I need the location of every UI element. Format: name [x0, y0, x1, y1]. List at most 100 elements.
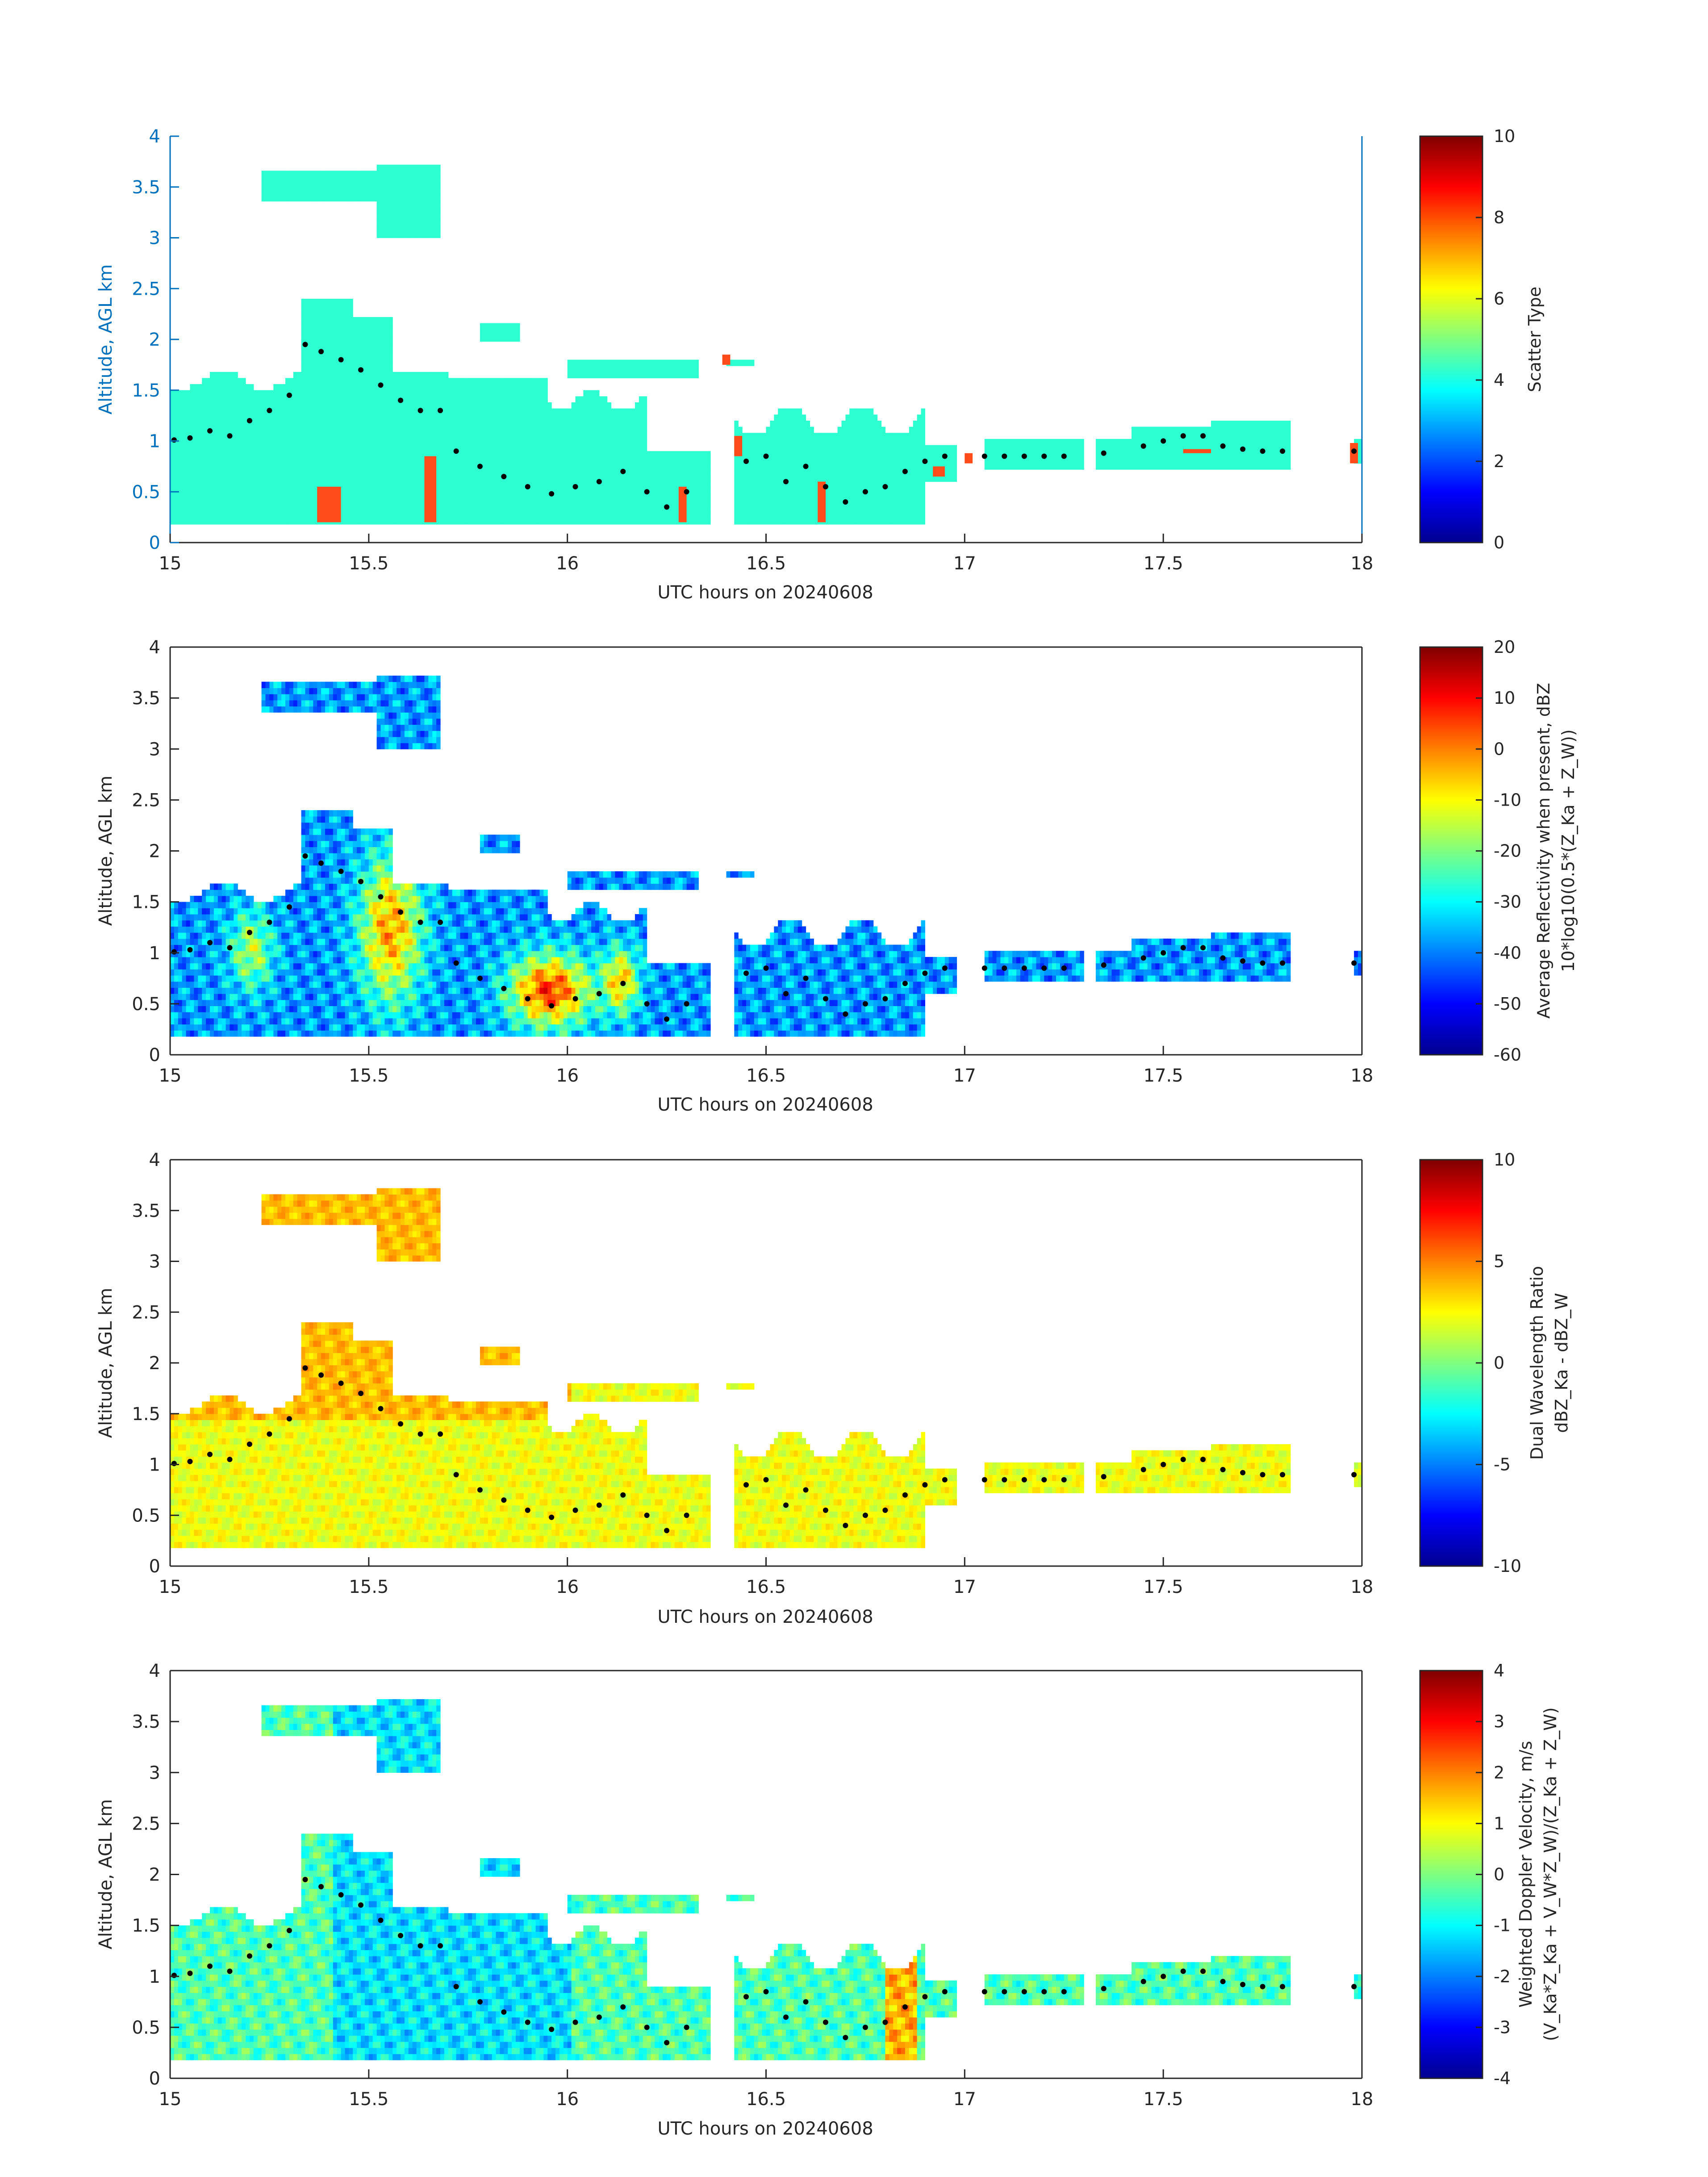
heatmap-cell [428, 445, 433, 451]
heatmap-cell [408, 414, 413, 421]
heatmap-cell [893, 433, 898, 439]
heatmap-cell [885, 518, 889, 525]
heatmap-cell [440, 433, 445, 439]
heatmap-cell [671, 366, 675, 372]
heatmap-cell [424, 219, 429, 226]
heatmap-cell [388, 384, 393, 391]
heatmap-cell [901, 475, 906, 482]
heatmap-cell [504, 451, 508, 458]
heatmap-cell [853, 500, 858, 506]
heatmap-cell [909, 506, 914, 513]
heatmap-cell [1207, 457, 1211, 464]
heatmap-cell [321, 183, 326, 189]
heatmap-cell [559, 433, 564, 439]
heatmap-cell [345, 347, 349, 354]
heatmap-cell [234, 402, 238, 409]
heatmap-cell [659, 493, 663, 501]
heatmap-cell [349, 408, 353, 415]
heatmap-cell [476, 390, 480, 397]
heatmap-cell [416, 189, 421, 196]
heatmap-cell [206, 408, 210, 415]
heatmap-cell [543, 475, 548, 482]
heatmap-cell [206, 475, 210, 482]
heatmap-cell [702, 475, 707, 482]
heatmap-cell [750, 475, 755, 482]
heatmap-cell [901, 518, 906, 525]
heatmap-cell [361, 372, 365, 379]
heatmap-cell [500, 439, 504, 446]
heatmap-cell [774, 426, 778, 433]
heatmap-cell [571, 463, 576, 470]
heatmap-cell [393, 493, 397, 501]
heatmap-cell [468, 512, 472, 519]
heatmap-cell [786, 408, 790, 415]
heatmap-cell [313, 384, 317, 391]
heatmap-cell [635, 500, 639, 506]
heatmap-cell [619, 500, 623, 506]
heatmap-cell [786, 433, 790, 439]
heatmap-cell [297, 372, 302, 379]
heatmap-cell [325, 341, 330, 348]
heatmap-cell [416, 439, 421, 446]
heatmap-cell [603, 500, 608, 506]
heatmap-cell [217, 378, 222, 384]
heatmap-cell [889, 512, 894, 519]
heatmap-cell [547, 463, 552, 470]
heatmap-cell [734, 463, 739, 470]
heatmap-cell [667, 463, 671, 470]
heatmap-cell [178, 463, 183, 470]
heatmap-cell [464, 421, 468, 427]
heatmap-cell [357, 457, 361, 464]
heatmap-cell [226, 421, 230, 427]
heatmap-cell [512, 451, 516, 458]
heatmap-cell [1147, 426, 1152, 433]
heatmap-cell [210, 433, 214, 439]
heatmap-cell [321, 177, 326, 184]
heatmap-cell [408, 189, 413, 196]
heatmap-cell [333, 439, 338, 446]
heatmap-cell [579, 414, 584, 421]
heatmap-cell [368, 177, 373, 184]
heatmap-cell [480, 493, 484, 501]
heatmap-cell [496, 426, 500, 433]
heatmap-cell [364, 347, 369, 354]
heatmap-cell [428, 195, 433, 202]
heatmap-cell [826, 469, 830, 476]
heatmap-cell [635, 359, 639, 366]
heatmap-cell [484, 451, 489, 458]
heatmap-cell [913, 488, 918, 494]
heatmap-cell [488, 408, 493, 415]
heatmap-cell [401, 439, 405, 446]
heatmap-cell [317, 189, 322, 196]
heatmap-cell [853, 469, 858, 476]
heatmap-cell [984, 457, 989, 464]
heatmap-cell [893, 457, 898, 464]
heatmap-cell [869, 518, 874, 525]
heatmap-cell [627, 366, 631, 372]
heatmap-cell [361, 378, 365, 384]
heatmap-cell [508, 463, 512, 470]
heatmap-cell [591, 493, 596, 501]
heatmap-cell [575, 366, 580, 372]
heatmap-cell [531, 433, 536, 439]
heatmap-cell [341, 384, 346, 391]
heatmap-cell [682, 451, 687, 458]
heatmap-cell [802, 439, 806, 446]
heatmap-cell [1262, 451, 1267, 458]
heatmap-cell [436, 463, 441, 470]
heatmap-cell [444, 426, 449, 433]
heatmap-cell [281, 396, 286, 403]
heatmap-cell [865, 512, 870, 519]
heatmap-cell [659, 359, 663, 366]
heatmap-cell [265, 171, 270, 177]
heatmap-cell [412, 201, 417, 208]
heatmap-cell [476, 421, 480, 427]
heatmap-cell [639, 481, 643, 488]
heatmap-cell [368, 335, 373, 342]
heatmap-cell [412, 219, 417, 226]
heatmap-cell [261, 512, 266, 519]
heatmap-cell [401, 189, 405, 196]
heatmap-cell [635, 488, 639, 494]
heatmap-cell [416, 512, 421, 519]
heatmap-cell [1254, 421, 1259, 427]
